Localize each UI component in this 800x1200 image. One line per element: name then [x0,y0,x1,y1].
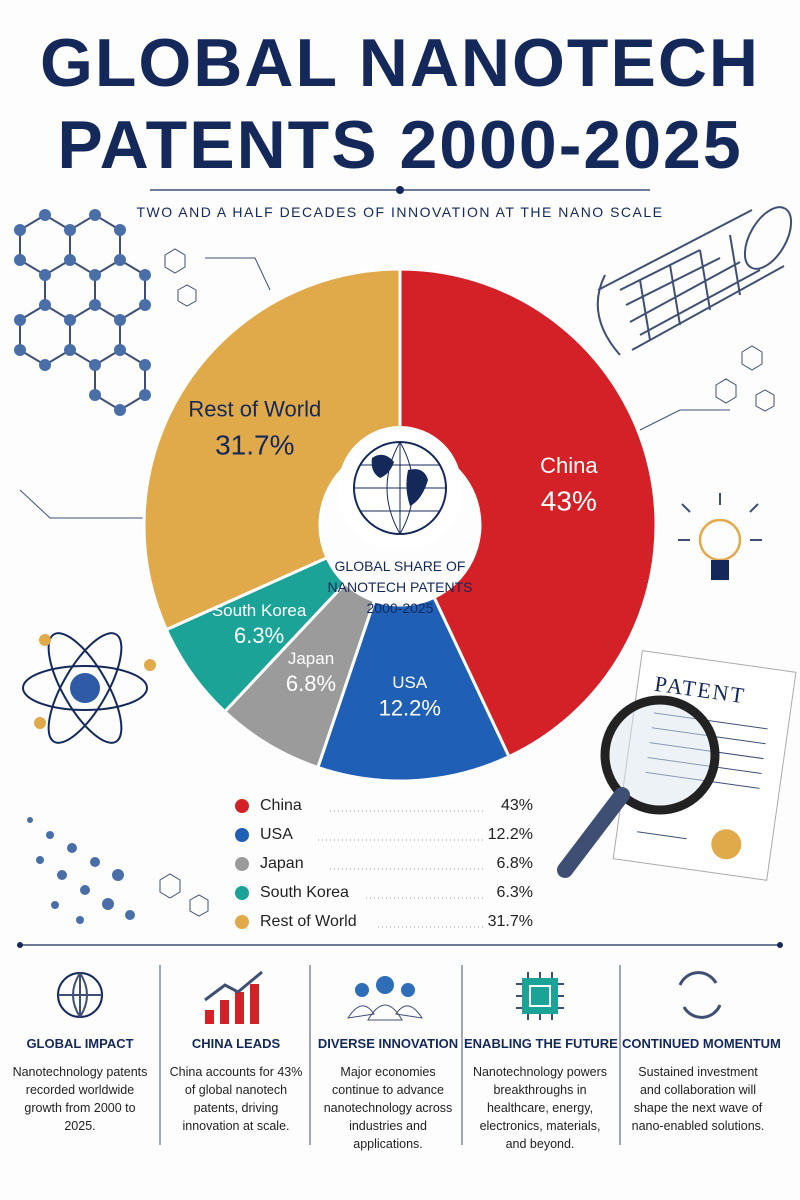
title: GLOBAL NANOTECH PATENTS 2000-2025 [39,25,761,183]
slice-label: Rest of World [188,397,321,422]
feature-title: GLOBAL IMPACT [26,1036,134,1051]
slice-value: 6.3% [234,623,284,648]
feature-text: China accounts for 43% of global nanotec… [169,1065,303,1133]
feature: CHINA LEADS China accounts for 43% of glo… [160,1036,312,1135]
decoration [14,186,797,1145]
legend-marker [235,828,249,842]
legend: China 43% USA 12.2% Japan 6.8% South Korea 6.3%… [235,797,533,930]
slice-label: USA [392,673,428,692]
slice-value: 6.8% [286,671,336,696]
feature: DIVERSE INNOVATION Major economies contin… [312,1036,464,1153]
feature-text: Sustained investment and collaboration w… [631,1065,765,1133]
legend-label: Japan [260,855,304,872]
legend-marker [235,915,249,929]
feature: ENABLING THE FUTURE Nanotechnology powers… [464,1036,618,1153]
slice-label: South Korea [212,601,307,620]
feature-title: CONTINUED MOMENTUM [622,1036,781,1051]
feature: CONTINUED MOMENTUM Sustained investment a… [622,1036,781,1135]
feature: GLOBAL IMPACT Nanotechnology patents reco… [4,1036,156,1135]
legend-label: Rest of World [260,913,357,930]
legend-value: 6.3% [497,884,533,901]
slice-value: 31.7% [215,429,294,460]
subtitle: TWO AND A HALF DECADES OF INNOVATION AT … [136,204,664,220]
legend-value: 31.7% [488,913,533,930]
legend-label: USA [260,826,293,843]
slice [142,267,402,632]
feature-title: DIVERSE INNOVATION [317,1036,459,1051]
center-label: GLOBAL SHARE OF NANOTECH PATENTS 2000-20… [327,558,473,616]
legend-value: 6.8% [497,855,533,872]
feature-title: CHINA LEADS [191,1036,281,1051]
slice [315,595,511,783]
slice-value: 12.2% [379,696,441,721]
feature-title: ENABLING THE FUTURE [464,1036,618,1051]
slice-label: China [540,453,598,478]
feature-text: Nanotechnology patents recorded worldwid… [12,1065,148,1133]
slice [398,267,658,759]
legend-marker [235,886,249,900]
slice-value: 43% [541,486,597,517]
globe [338,426,462,550]
feature-text: Major economies continue to advance nano… [323,1065,453,1151]
legend-marker [235,799,249,813]
legend-label: South Korea [260,884,349,901]
legend-value: 43% [501,797,533,814]
slice-label: Japan [288,649,334,668]
legend-marker [235,857,249,871]
feature-text: Nanotechnology powers breakthroughs in h… [472,1065,608,1151]
legend-label: China [260,797,302,814]
donut: China 43% USA 12.2% Japan 6.8% South Korea 6.3%… [142,267,658,783]
legend-value: 12.2% [488,826,533,843]
